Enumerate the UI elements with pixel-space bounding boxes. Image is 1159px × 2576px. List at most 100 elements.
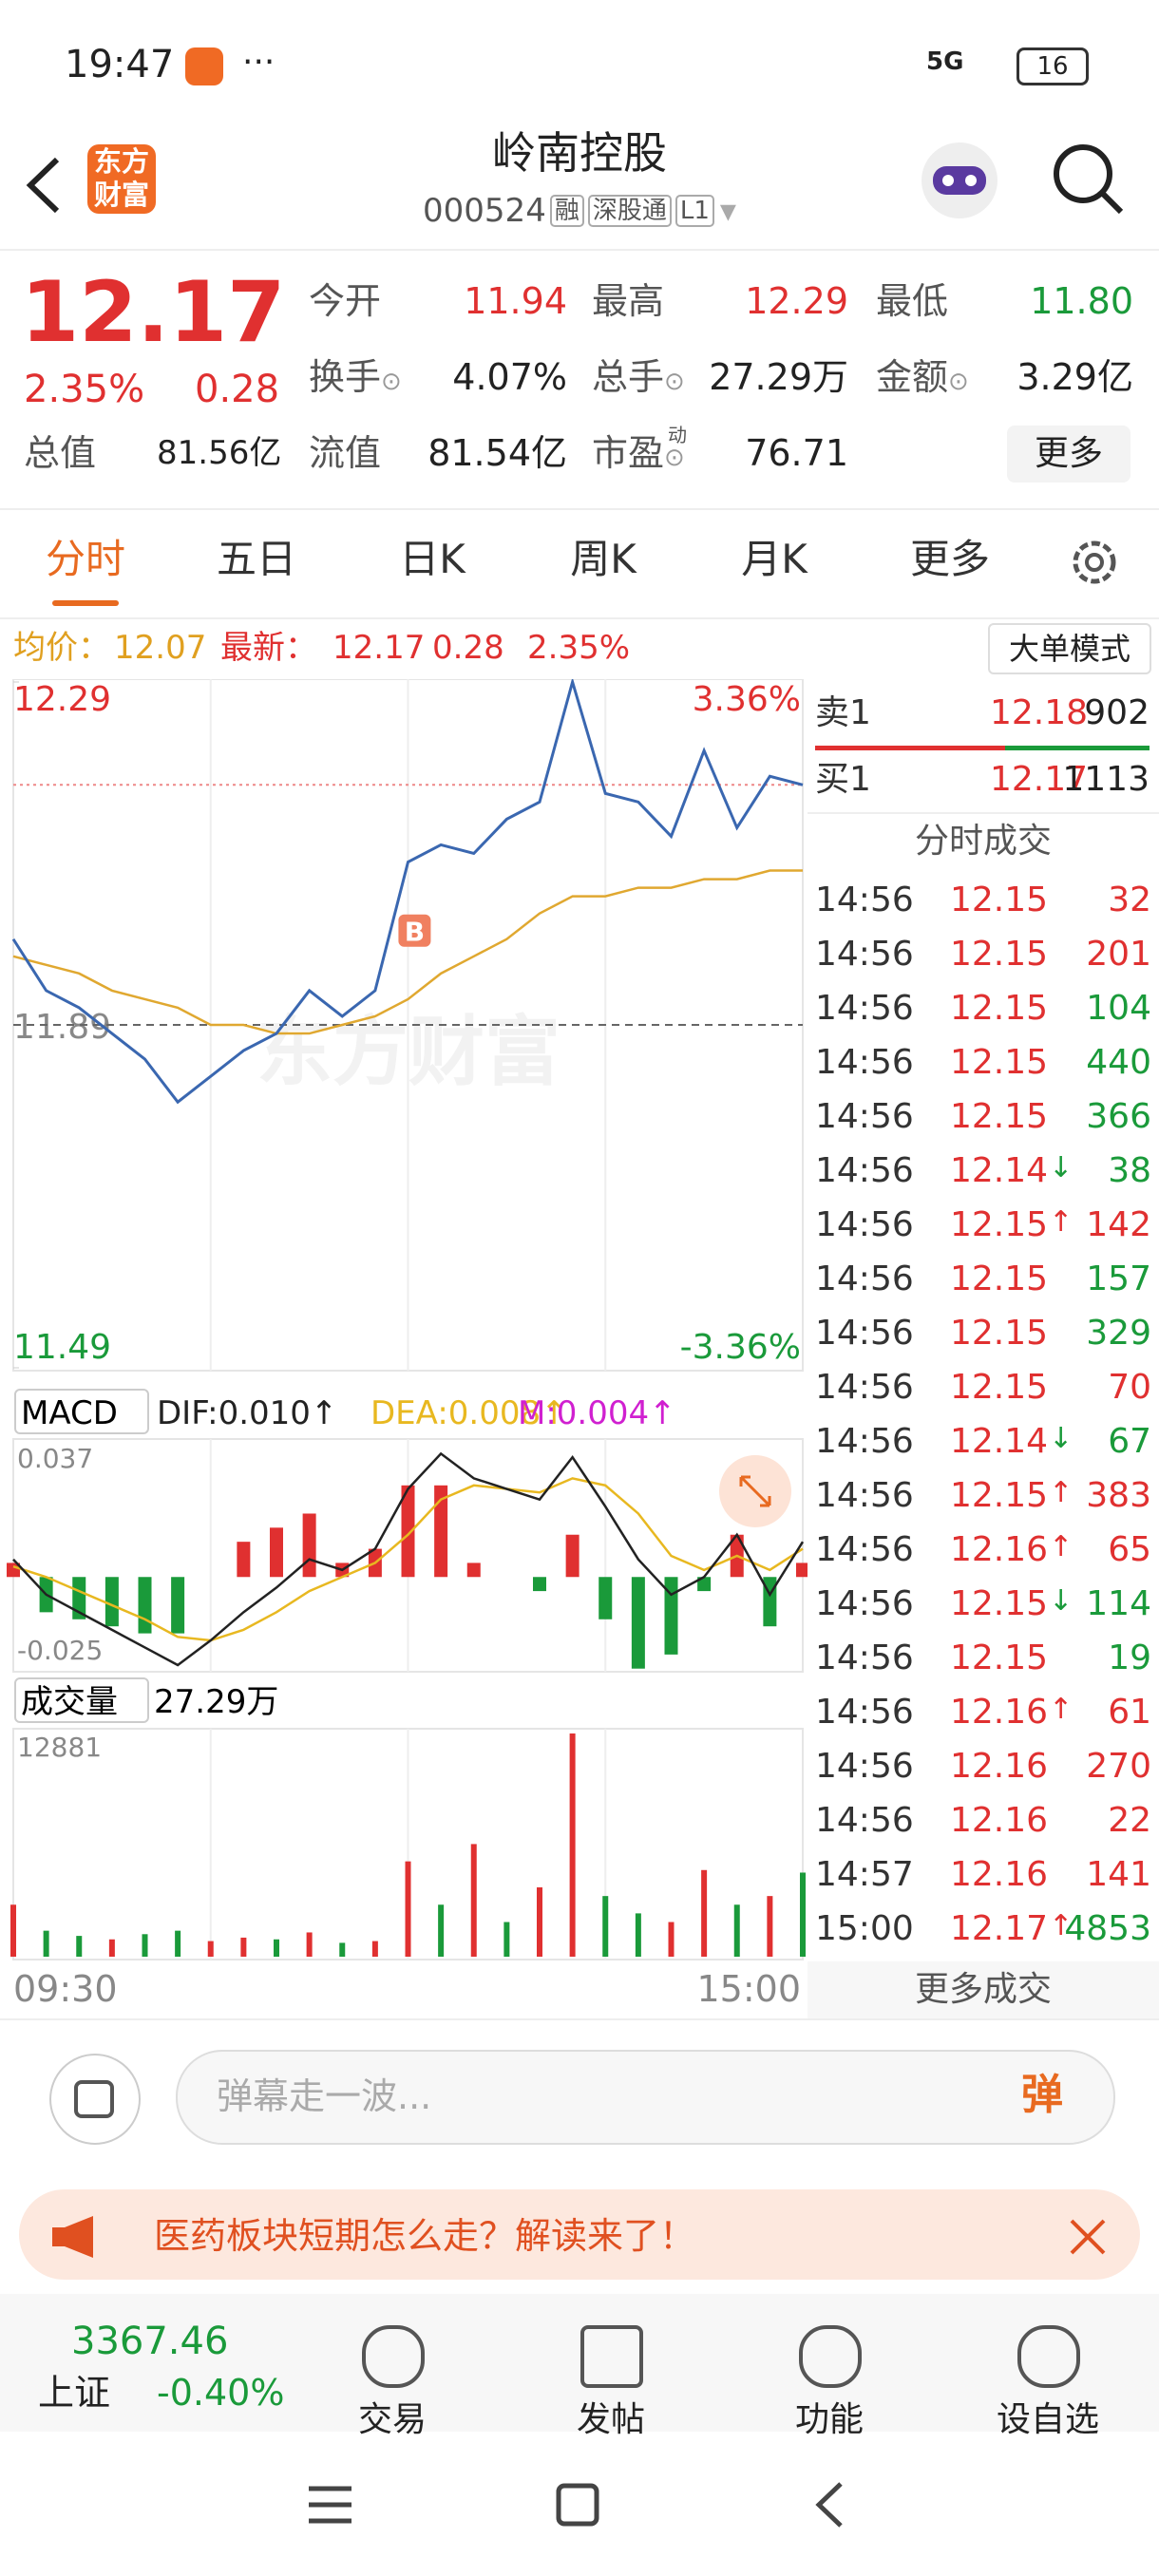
field-label: 金额⊙ (876, 356, 969, 398)
price-line (11, 679, 804, 1105)
volume-bar (733, 1904, 740, 1957)
book-bar-buy (1005, 746, 1150, 750)
y-tick-label: 12.29 (13, 680, 111, 719)
nav-label[interactable]: 功能 (794, 2400, 864, 2439)
trade-volume: 4853 (1064, 1909, 1151, 1948)
index-change: -0.40% (157, 2372, 285, 2414)
assistant-icon[interactable] (912, 138, 1007, 233)
macd-bar (796, 1563, 808, 1578)
volume-bar (108, 1939, 115, 1957)
field-value: 3.29亿 (1016, 356, 1133, 398)
trades-title[interactable]: 分时成交 (914, 822, 1052, 861)
field-value: 4.07% (452, 356, 567, 398)
tab[interactable]: 更多 (909, 536, 990, 582)
settings-icon[interactable] (1064, 532, 1125, 593)
dropdown-arrow[interactable]: ▾ (719, 192, 736, 230)
book-volume: 1113 (1062, 760, 1150, 799)
trade-price: 12.15 (950, 881, 1049, 919)
trade-price: 12.15 (950, 1260, 1049, 1298)
volume-bar (10, 1904, 16, 1957)
volume-bar (767, 1896, 773, 1957)
trade-arrow: ↑ (1049, 1909, 1074, 1942)
trade-price: 12.15 (950, 1097, 1049, 1136)
field-label: 市盈⊙ (592, 432, 685, 474)
nav-label[interactable]: 设自选 (996, 2400, 1099, 2439)
trade-arrow: ↑ (1049, 1205, 1074, 1239)
nav-icon[interactable] (580, 2325, 643, 2388)
trade-time: 14:56 (815, 1205, 914, 1244)
info-icon[interactable]: ⊙ (948, 368, 969, 396)
trade-arrow: ↓ (1049, 1422, 1074, 1455)
volume-bar (701, 1869, 708, 1957)
nav-icon[interactable] (1017, 2325, 1080, 2388)
field-value: 11.80 (1030, 280, 1133, 322)
close-banner[interactable] (1064, 2213, 1112, 2261)
trade-price: 12.15 (950, 1368, 1049, 1407)
field-label: 换手⊙ (309, 356, 402, 398)
avg-label: 均价： (13, 629, 110, 667)
volume-bar (274, 1939, 279, 1957)
tab[interactable]: 日K (399, 536, 466, 582)
trade-volume: 141 (1086, 1855, 1151, 1894)
volume-bar (339, 1942, 346, 1957)
chart-area: 东方财富 12.29 11.89 11.49 3.36% -3.36% B MACD DIF:0… (7, 679, 808, 2009)
macd-bar (565, 1534, 580, 1578)
back-button[interactable] (19, 152, 66, 218)
macd-bar (631, 1577, 645, 1669)
trade-volume: 270 (1086, 1747, 1151, 1786)
divider (0, 249, 1159, 251)
trade-time: 14:56 (815, 881, 914, 919)
info-icon[interactable]: ⊙ (381, 368, 402, 396)
trade-arrow: ↑ (1049, 1530, 1074, 1563)
more-trades-bg (808, 1961, 1159, 2020)
code-tag: 融 (549, 195, 584, 227)
danmaku-button[interactable]: 弹 (1021, 2071, 1063, 2119)
trade-time: 14:56 (815, 1097, 914, 1136)
mode-button[interactable]: 大单模式 (988, 623, 1151, 674)
search-icon[interactable] (1050, 141, 1126, 217)
nav-icon[interactable] (799, 2325, 862, 2388)
macd-bar (664, 1577, 678, 1655)
x-tick-label: 15:00 (696, 1968, 801, 2009)
y-tick-label: 12881 (17, 1732, 102, 1763)
volume-bar (405, 1861, 411, 1957)
nav-label[interactable]: 发帖 (576, 2400, 645, 2439)
change: 0.28 (195, 368, 280, 411)
macd-bar (697, 1577, 712, 1592)
trade-volume: 329 (1086, 1314, 1151, 1353)
logo: 东方财富 (87, 144, 156, 214)
info-icon[interactable]: ⊙ (664, 444, 685, 472)
nav-label[interactable]: 交易 (357, 2400, 427, 2439)
volume-header: 成交量 (21, 1683, 118, 1721)
trade-price: 12.15 (950, 1314, 1049, 1353)
tab[interactable]: 月K (741, 536, 808, 582)
volume-bar (635, 1913, 641, 1957)
bottom-nav (0, 2294, 1159, 2432)
tab[interactable]: 周K (570, 536, 636, 582)
comment-icon[interactable] (48, 2052, 142, 2147)
field-label: 流值 (309, 432, 382, 474)
trade-volume: 32 (1108, 881, 1151, 919)
info-icon[interactable]: ⊙ (664, 368, 685, 396)
index-value[interactable]: 3367.46 (71, 2320, 229, 2363)
tab[interactable]: 分时 (45, 536, 125, 582)
more-trades[interactable]: 更多成交 (914, 1970, 1052, 2009)
comment-input[interactable] (176, 2050, 1115, 2145)
info-change: 0.28 (432, 629, 504, 667)
trade-volume: 61 (1108, 1693, 1151, 1732)
trade-time: 14:56 (815, 989, 914, 1028)
code-tag: L1 (674, 195, 714, 227)
total-value: 81.56亿 (157, 434, 282, 472)
book-label: 卖1 (815, 693, 871, 732)
trade-volume: 38 (1108, 1151, 1151, 1190)
more-button[interactable]: 更多 (1007, 426, 1130, 483)
change-pct: 2.35% (24, 368, 145, 411)
tab[interactable]: 五日 (216, 536, 296, 582)
trade-volume: 157 (1086, 1260, 1151, 1298)
nav-icon[interactable] (362, 2325, 425, 2388)
banner[interactable] (19, 2189, 1140, 2280)
trade-volume: 114 (1086, 1584, 1151, 1623)
y-tick-label: 11.49 (13, 1328, 111, 1367)
book-price: 12.18 (989, 693, 1088, 732)
